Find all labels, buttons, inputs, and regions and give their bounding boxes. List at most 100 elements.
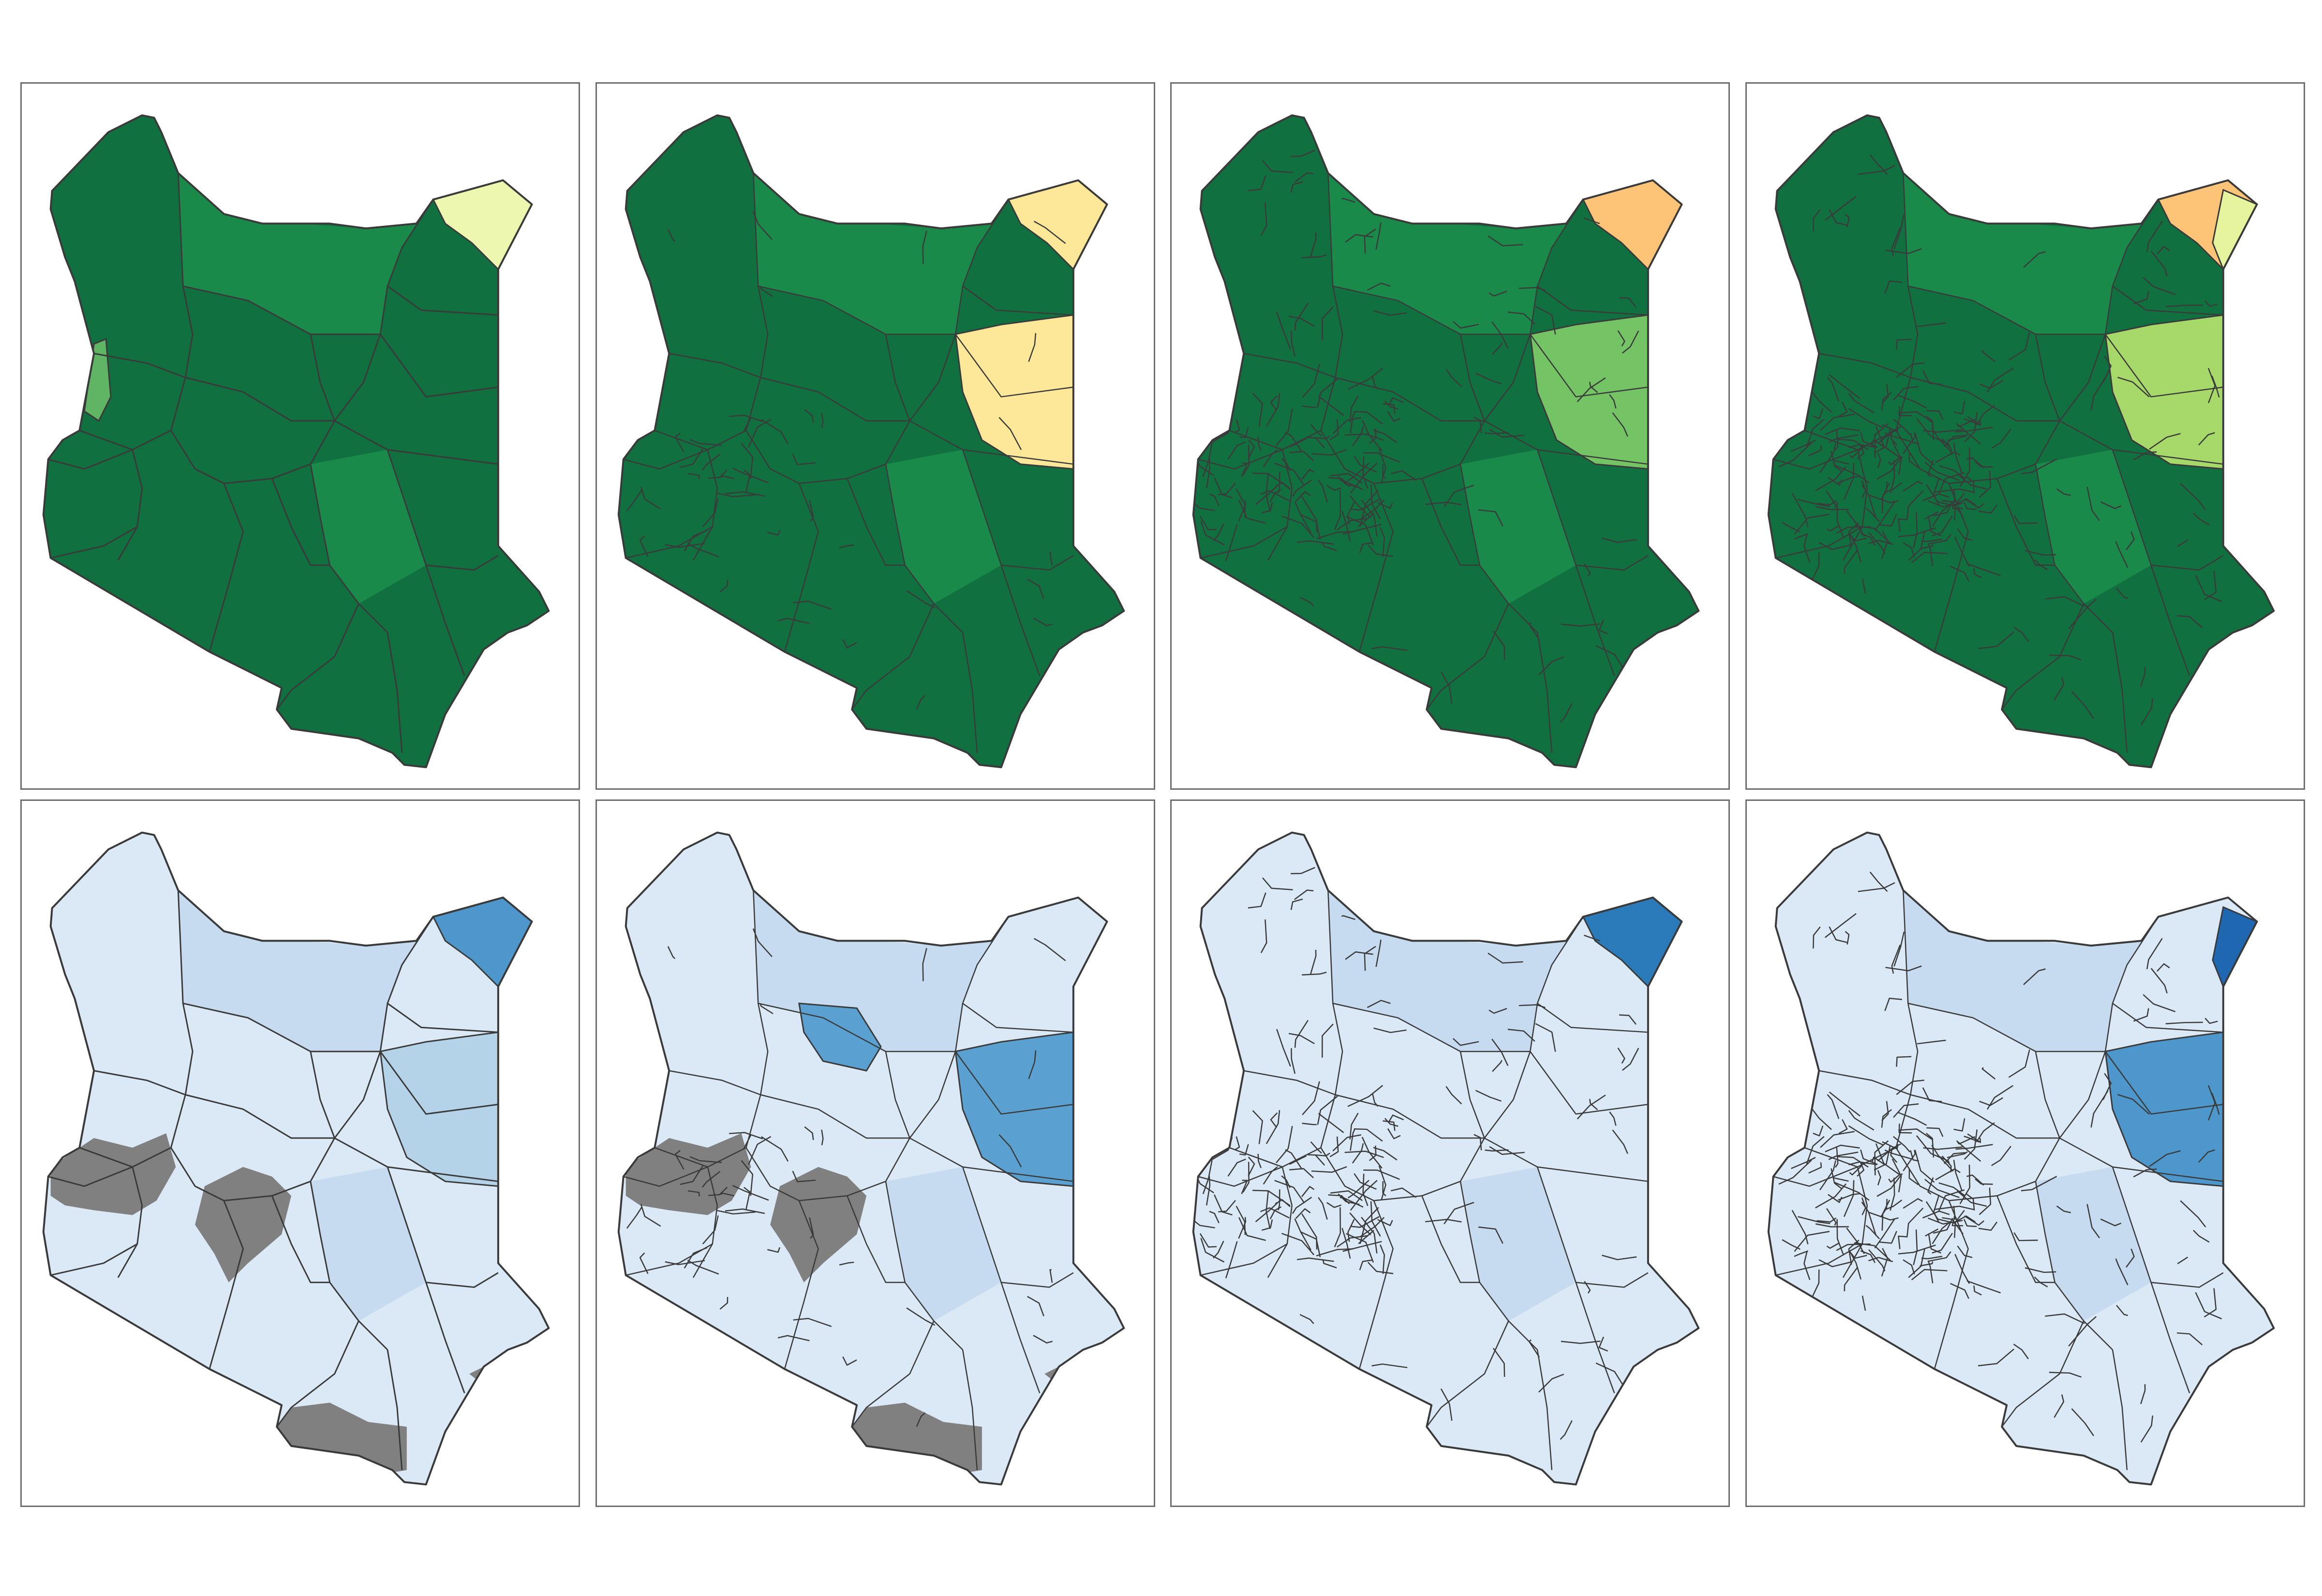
admin-boundary — [759, 286, 774, 297]
admin-boundary — [2150, 251, 2168, 277]
admin-boundary — [1359, 500, 1385, 520]
country-outline — [617, 114, 1125, 768]
admin-boundary — [1452, 321, 1479, 329]
admin-boundary — [1248, 175, 1266, 192]
admin-boundary — [1893, 931, 1905, 967]
admin-boundary — [1898, 394, 1927, 409]
admin-boundary — [1252, 472, 1291, 489]
admin-boundary — [1239, 427, 1249, 439]
admin-boundary — [842, 639, 857, 649]
admin-boundary — [1848, 1240, 1860, 1265]
highlight-region-east-mid — [379, 1031, 499, 1187]
admin-boundary — [1959, 447, 1971, 487]
admin-boundary — [809, 500, 814, 522]
admin-boundary — [1906, 490, 1924, 520]
admin-boundary — [1213, 1241, 1224, 1259]
admin-boundary — [1346, 516, 1374, 546]
panel-r1c4 — [1745, 82, 2305, 790]
admin-boundary — [1484, 199, 1584, 421]
admin-boundary — [1794, 514, 1830, 535]
admin-boundary — [1347, 462, 1369, 481]
admin-boundary — [1829, 1091, 1861, 1117]
admin-boundary — [761, 419, 789, 444]
admin-boundary — [1255, 485, 1278, 505]
admin-boundary — [1295, 1208, 1311, 1219]
admin-boundary — [2100, 501, 2122, 509]
admin-boundary — [1806, 1136, 1825, 1164]
admin-boundary — [1200, 1243, 1288, 1276]
admin-boundary — [1935, 488, 1975, 493]
admin-boundary — [1206, 1175, 1211, 1206]
admin-boundary — [839, 1261, 854, 1266]
admin-boundary — [1844, 549, 1858, 575]
admin-boundary — [1028, 1050, 1037, 1079]
admin-boundary — [1986, 368, 2014, 393]
admin-boundary — [1576, 1272, 1649, 1288]
admin-boundary — [760, 1094, 910, 1139]
admin-boundary — [1964, 418, 1980, 426]
admin-boundary — [1364, 228, 1376, 254]
admin-boundary — [1874, 1219, 1895, 1249]
admin-boundary — [1931, 1145, 1954, 1172]
admin-boundary — [2143, 994, 2176, 1012]
admin-boundary — [334, 199, 434, 422]
admin-boundary — [748, 1136, 772, 1165]
admin-boundary — [1290, 898, 1303, 910]
admin-boundary — [1033, 938, 1066, 961]
admin-boundary — [847, 1196, 905, 1283]
admin-boundary — [1302, 1123, 1317, 1125]
admin-boundary — [2045, 596, 2085, 607]
admin-boundary — [426, 1272, 499, 1288]
admin-boundary — [1602, 537, 1637, 543]
admin-boundary — [208, 1200, 244, 1370]
admin-boundary — [1954, 536, 1970, 567]
admin-boundary — [1891, 945, 1901, 974]
admin-boundary — [1028, 333, 1037, 362]
admin-boundary — [885, 1051, 910, 1138]
admin-boundary — [1976, 405, 1995, 425]
admin-boundary — [1440, 671, 1453, 704]
admin-boundary — [1334, 1207, 1341, 1247]
admin-boundary — [1981, 350, 1996, 363]
admin-boundary — [793, 600, 832, 610]
admin-boundary — [1296, 540, 1334, 545]
admin-boundary — [1942, 1217, 1964, 1235]
admin-boundary — [1269, 489, 1281, 502]
admin-boundary — [1311, 449, 1347, 456]
admin-boundary — [1895, 173, 1919, 431]
admin-boundary — [2008, 1049, 2030, 1078]
admin-boundary — [387, 1349, 403, 1470]
admin-boundary — [1199, 516, 1217, 531]
admin-boundary — [1488, 290, 1507, 297]
admin-boundary — [1979, 1187, 1992, 1215]
admin-boundary — [1262, 160, 1293, 173]
admin-boundary — [1475, 372, 1502, 384]
admin-boundary — [1257, 436, 1262, 451]
admin-boundary — [687, 542, 719, 558]
admin-boundary — [1773, 449, 1858, 470]
admin-boundary — [1242, 444, 1250, 476]
admin-boundary — [1320, 1138, 1485, 1201]
admin-boundary — [1964, 1136, 1980, 1143]
admin-boundary — [182, 1003, 381, 1052]
admin-boundary — [1373, 1147, 1398, 1161]
admin-boundary — [1819, 1160, 1836, 1191]
admin-boundary — [1267, 449, 1293, 561]
admin-boundary — [1492, 630, 1505, 660]
admin-boundary — [1838, 475, 1860, 484]
admin-boundary — [1935, 1205, 1975, 1211]
admin-boundary — [1371, 646, 1408, 651]
admin-boundary — [1920, 1261, 1934, 1267]
admin-boundary — [719, 1297, 729, 1310]
admin-boundary — [2151, 1272, 2224, 1288]
panel-r1c2 — [595, 82, 1155, 790]
admin-boundary — [1492, 1347, 1505, 1377]
admin-boundary — [1959, 1165, 1971, 1204]
admin-boundary — [1978, 1348, 2014, 1367]
admin-boundary — [1877, 1170, 1881, 1185]
admin-boundary — [1311, 1166, 1347, 1173]
region-fill — [1460, 1167, 1576, 1321]
admin-boundary — [387, 632, 403, 753]
admin-boundary — [2105, 1051, 2224, 1115]
admin-boundary — [1478, 509, 1503, 527]
